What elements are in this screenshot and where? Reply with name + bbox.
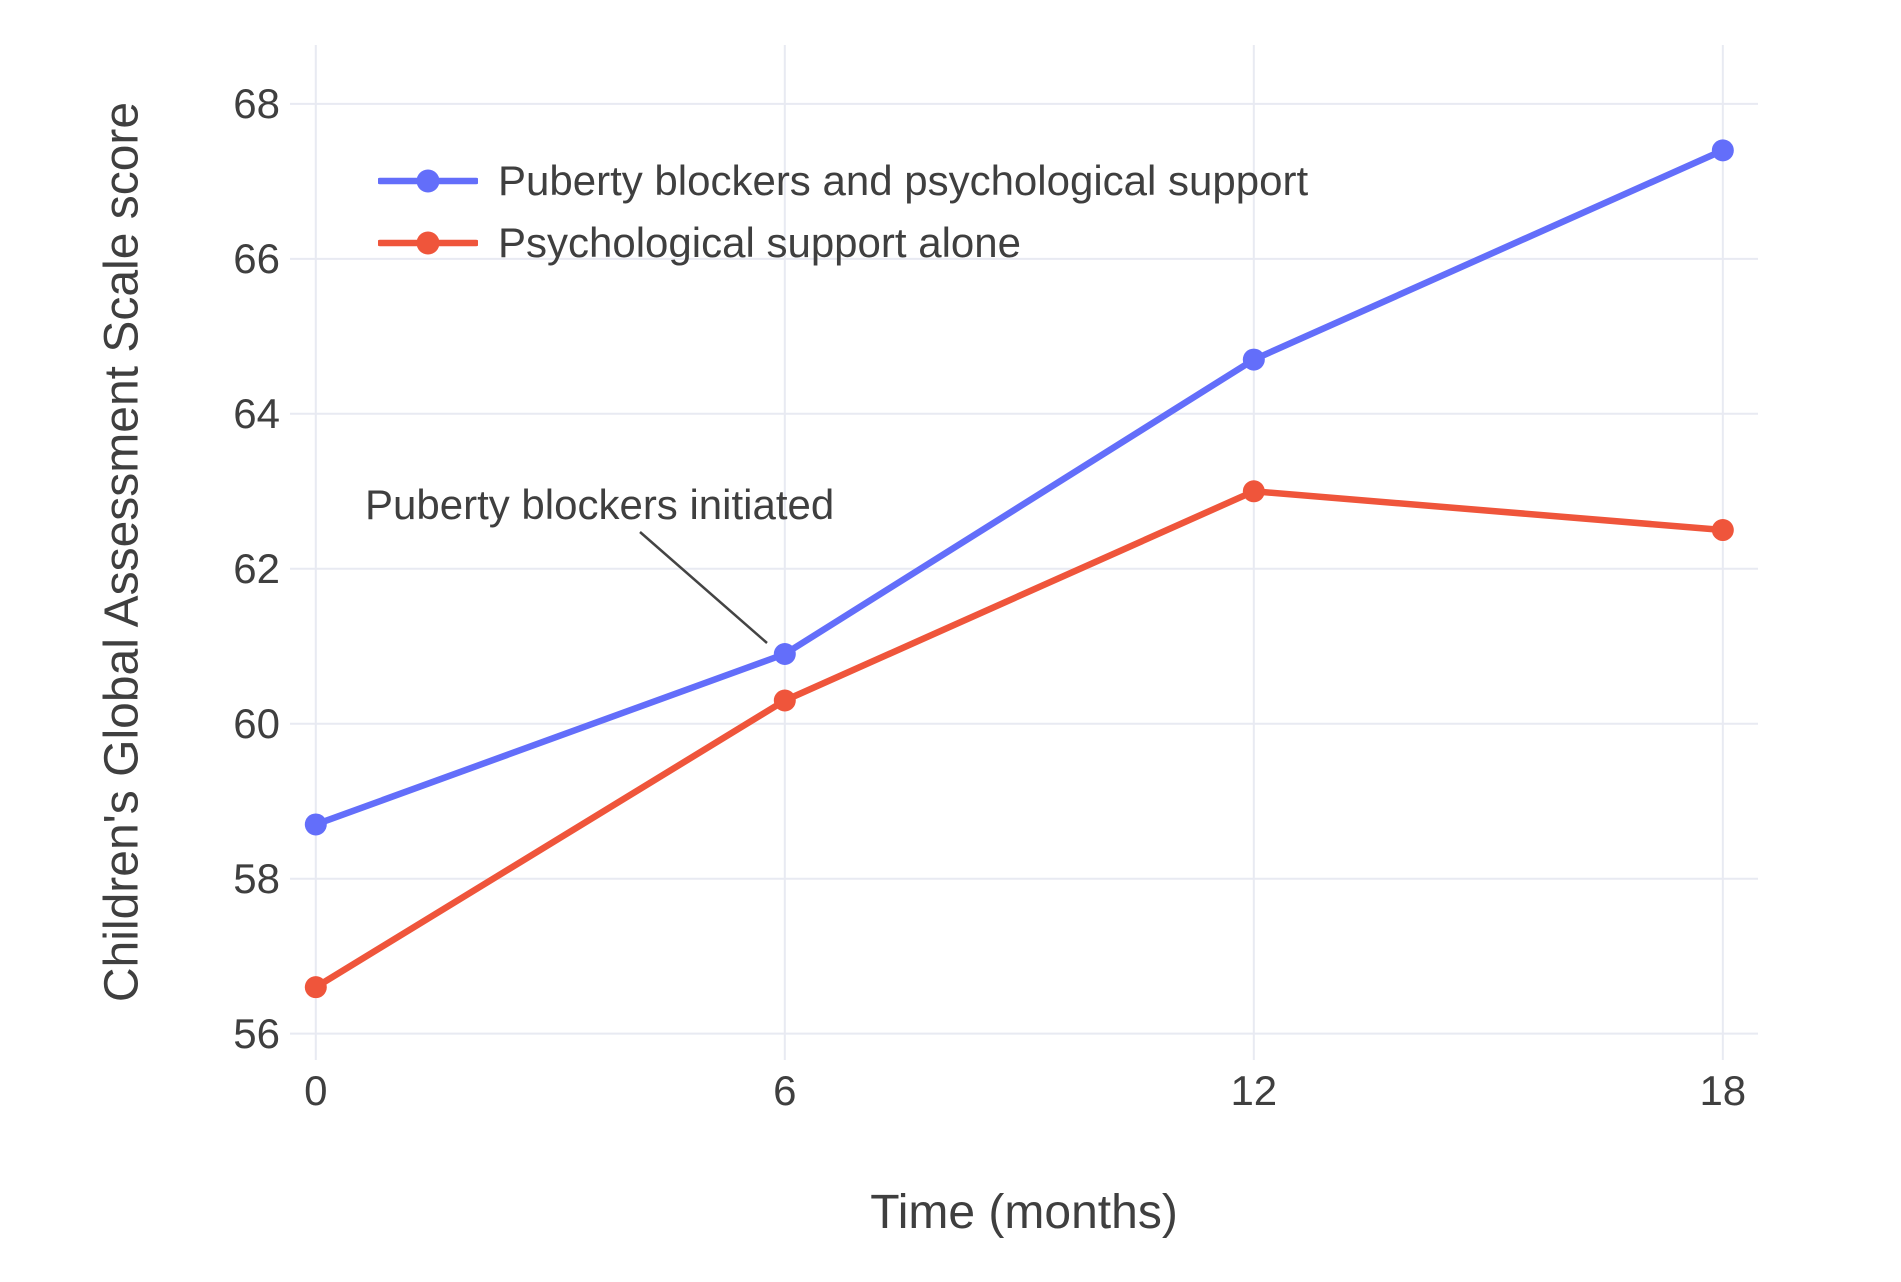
data-point-series0-month0[interactable] [304, 813, 327, 836]
data-point-series1-month6[interactable] [773, 689, 796, 712]
series-line-1 [312, 488, 1727, 991]
annotation-text: Puberty blockers initiated [365, 481, 835, 528]
legend-swatch-1 [378, 231, 478, 255]
legend-swatch-0 [378, 169, 478, 193]
y-tick-label-62: 62 [233, 544, 280, 592]
y-tick-label-56: 56 [233, 1009, 280, 1057]
legend-item-0[interactable]: Puberty blockers and psychological suppo… [378, 160, 1308, 202]
y-tick-label-64: 64 [233, 389, 280, 437]
x-tick-label-12: 12 [1230, 1067, 1278, 1114]
annotation-leader-line [639, 531, 768, 644]
x-axis-title: Time (months) [870, 1186, 1178, 1239]
data-point-series0-month12[interactable] [1242, 348, 1265, 371]
series-line-0 [312, 147, 1727, 828]
y-tick-label-68: 68 [233, 79, 280, 127]
data-point-series1-month0[interactable] [304, 976, 327, 999]
legend-marker-icon [416, 231, 440, 255]
x-tick-label-18: 18 [1699, 1067, 1747, 1114]
data-point-series1-month18[interactable] [1711, 519, 1734, 542]
legend-label-0: Puberty blockers and psychological suppo… [498, 157, 1309, 204]
legend-label-1: Psychological support alone [498, 219, 1021, 266]
y-axis-title: Children's Global Assessment Scale score [95, 101, 149, 1003]
x-tick-label-6: 6 [773, 1067, 797, 1114]
y-tick-label-60: 60 [233, 699, 280, 747]
legend-marker-icon [416, 169, 440, 193]
legend-item-1[interactable]: Psychological support alone [378, 222, 1021, 264]
x-tick-label-0: 0 [304, 1067, 328, 1114]
data-point-series0-month6[interactable] [773, 643, 796, 665]
data-point-series0-month18[interactable] [1711, 139, 1734, 162]
y-tick-label-58: 58 [233, 854, 280, 902]
data-point-series1-month12[interactable] [1242, 480, 1265, 503]
y-tick-label-66: 66 [233, 234, 280, 282]
